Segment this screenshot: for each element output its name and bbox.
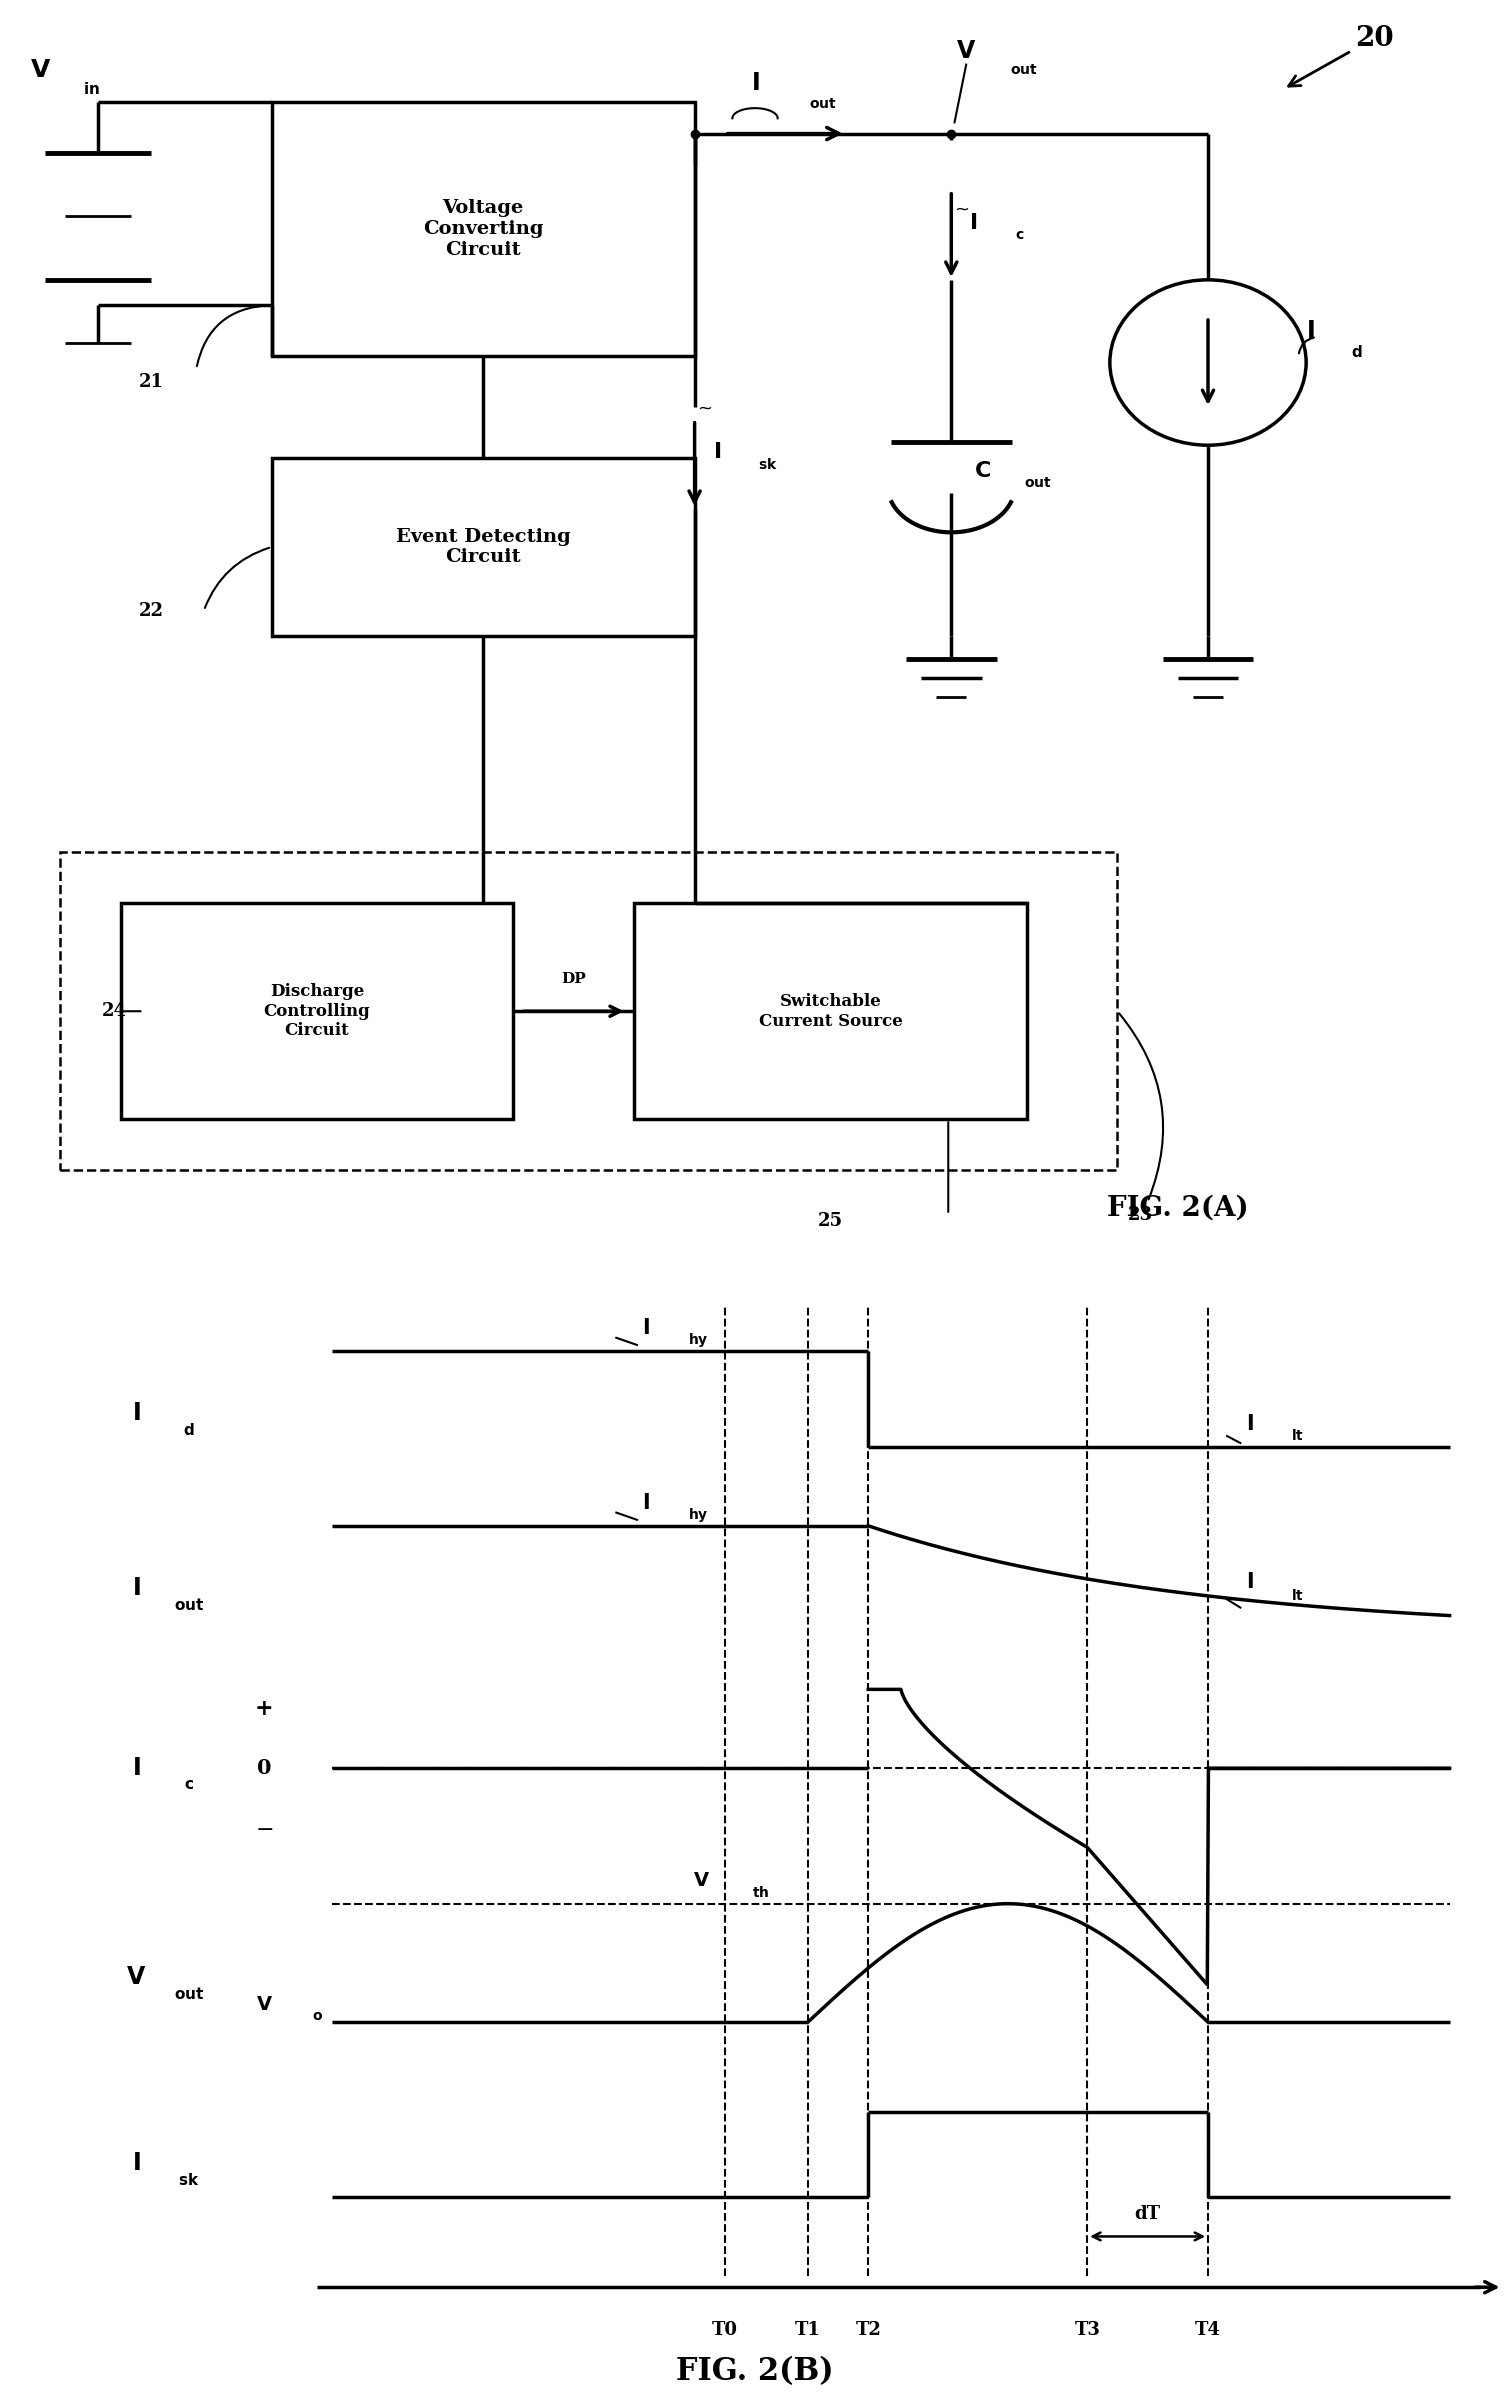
- Text: 0: 0: [257, 1759, 272, 1778]
- Text: Event Detecting
Circuit: Event Detecting Circuit: [396, 528, 571, 566]
- Text: 21: 21: [139, 372, 163, 391]
- Text: FIG. 2(B): FIG. 2(B): [676, 2357, 834, 2388]
- Text: $\mathbf{I}$: $\mathbf{I}$: [131, 2150, 140, 2174]
- Text: $\mathbf{V}$: $\mathbf{V}$: [30, 58, 51, 82]
- Text: 24: 24: [103, 1003, 127, 1020]
- Text: $\mathbf{I}$: $\mathbf{I}$: [1306, 319, 1315, 343]
- Text: $\mathbf{hy}$: $\mathbf{hy}$: [689, 1505, 708, 1524]
- Text: $\mathbf{I}$: $\mathbf{I}$: [131, 1757, 140, 1781]
- Text: 22: 22: [139, 602, 163, 619]
- Text: $\mathbf{out}$: $\mathbf{out}$: [174, 1596, 204, 1613]
- Text: DP: DP: [562, 972, 586, 986]
- Text: $\mathbf{d}$: $\mathbf{d}$: [183, 1421, 195, 1438]
- Text: $-$: $-$: [255, 1817, 273, 1838]
- Text: $\mathbf{I}$: $\mathbf{I}$: [969, 211, 977, 233]
- Text: +: +: [255, 1699, 273, 1721]
- Text: $\mathbf{C}$: $\mathbf{C}$: [974, 461, 991, 482]
- Text: Voltage
Converting
Circuit: Voltage Converting Circuit: [423, 199, 544, 259]
- Text: $\mathbf{lt}$: $\mathbf{lt}$: [1291, 1589, 1305, 1603]
- Text: $\mathbf{V}$: $\mathbf{V}$: [956, 38, 977, 62]
- Text: dT: dT: [1134, 2206, 1161, 2222]
- Text: $\mathbf{c}$: $\mathbf{c}$: [1015, 228, 1024, 242]
- FancyBboxPatch shape: [60, 852, 1117, 1171]
- Text: $\mathbf{I}$: $\mathbf{I}$: [750, 72, 760, 96]
- Text: $\mathbf{V}$: $\mathbf{V}$: [125, 1966, 146, 1990]
- Text: T1: T1: [794, 2321, 821, 2340]
- Text: 20: 20: [1354, 24, 1394, 53]
- Text: 23: 23: [1128, 1205, 1152, 1224]
- Text: $\mathbf{V}$: $\mathbf{V}$: [693, 1872, 710, 1891]
- FancyBboxPatch shape: [272, 458, 695, 636]
- Text: FIG. 2(A): FIG. 2(A): [1107, 1195, 1249, 1222]
- FancyBboxPatch shape: [634, 902, 1027, 1118]
- Text: $\mathbf{I}$: $\mathbf{I}$: [131, 1402, 140, 1426]
- Text: $\mathbf{sk}$: $\mathbf{sk}$: [178, 2172, 199, 2189]
- Text: T0: T0: [711, 2321, 738, 2340]
- Text: $\mathbf{I}$: $\mathbf{I}$: [713, 442, 720, 463]
- Text: $\mathbf{out}$: $\mathbf{out}$: [1024, 475, 1051, 490]
- Text: $\mathbf{I}$: $\mathbf{I}$: [1246, 1414, 1253, 1435]
- Text: $\mathbf{I}$: $\mathbf{I}$: [1246, 1572, 1253, 1591]
- Text: 25: 25: [818, 1212, 843, 1231]
- Text: $\mathbf{in}$: $\mathbf{in}$: [83, 82, 100, 96]
- Text: $\mathbf{o}$: $\mathbf{o}$: [311, 2009, 323, 2023]
- FancyBboxPatch shape: [272, 101, 695, 355]
- Text: $\mathbf{sk}$: $\mathbf{sk}$: [758, 456, 778, 473]
- Text: T3: T3: [1074, 2321, 1101, 2340]
- Text: $\mathbf{I}$: $\mathbf{I}$: [642, 1318, 649, 1339]
- Text: $\mathbf{out}$: $\mathbf{out}$: [809, 96, 837, 110]
- Text: $\mathbf{I}$: $\mathbf{I}$: [642, 1493, 649, 1514]
- Text: $\mathbf{th}$: $\mathbf{th}$: [752, 1884, 770, 1901]
- Text: $\mathbf{lt}$: $\mathbf{lt}$: [1291, 1428, 1305, 1442]
- Text: Discharge
Controlling
Circuit: Discharge Controlling Circuit: [264, 984, 370, 1039]
- Text: $\mathbf{hy}$: $\mathbf{hy}$: [689, 1330, 708, 1349]
- Text: $\mathbf{c}$: $\mathbf{c}$: [184, 1778, 193, 1793]
- Text: $\mathbf{I}$: $\mathbf{I}$: [131, 1577, 140, 1601]
- Text: T2: T2: [855, 2321, 882, 2340]
- Text: T4: T4: [1194, 2321, 1222, 2340]
- Text: Switchable
Current Source: Switchable Current Source: [758, 994, 903, 1030]
- Text: ~: ~: [698, 398, 713, 418]
- Text: $\mathbf{out}$: $\mathbf{out}$: [174, 1985, 204, 2002]
- Text: $\mathbf{out}$: $\mathbf{out}$: [1010, 62, 1037, 77]
- Text: $\mathbf{V}$: $\mathbf{V}$: [255, 1997, 273, 2014]
- Text: ~: ~: [954, 202, 969, 218]
- Text: $\mathbf{d}$: $\mathbf{d}$: [1351, 343, 1364, 360]
- FancyBboxPatch shape: [121, 902, 513, 1118]
